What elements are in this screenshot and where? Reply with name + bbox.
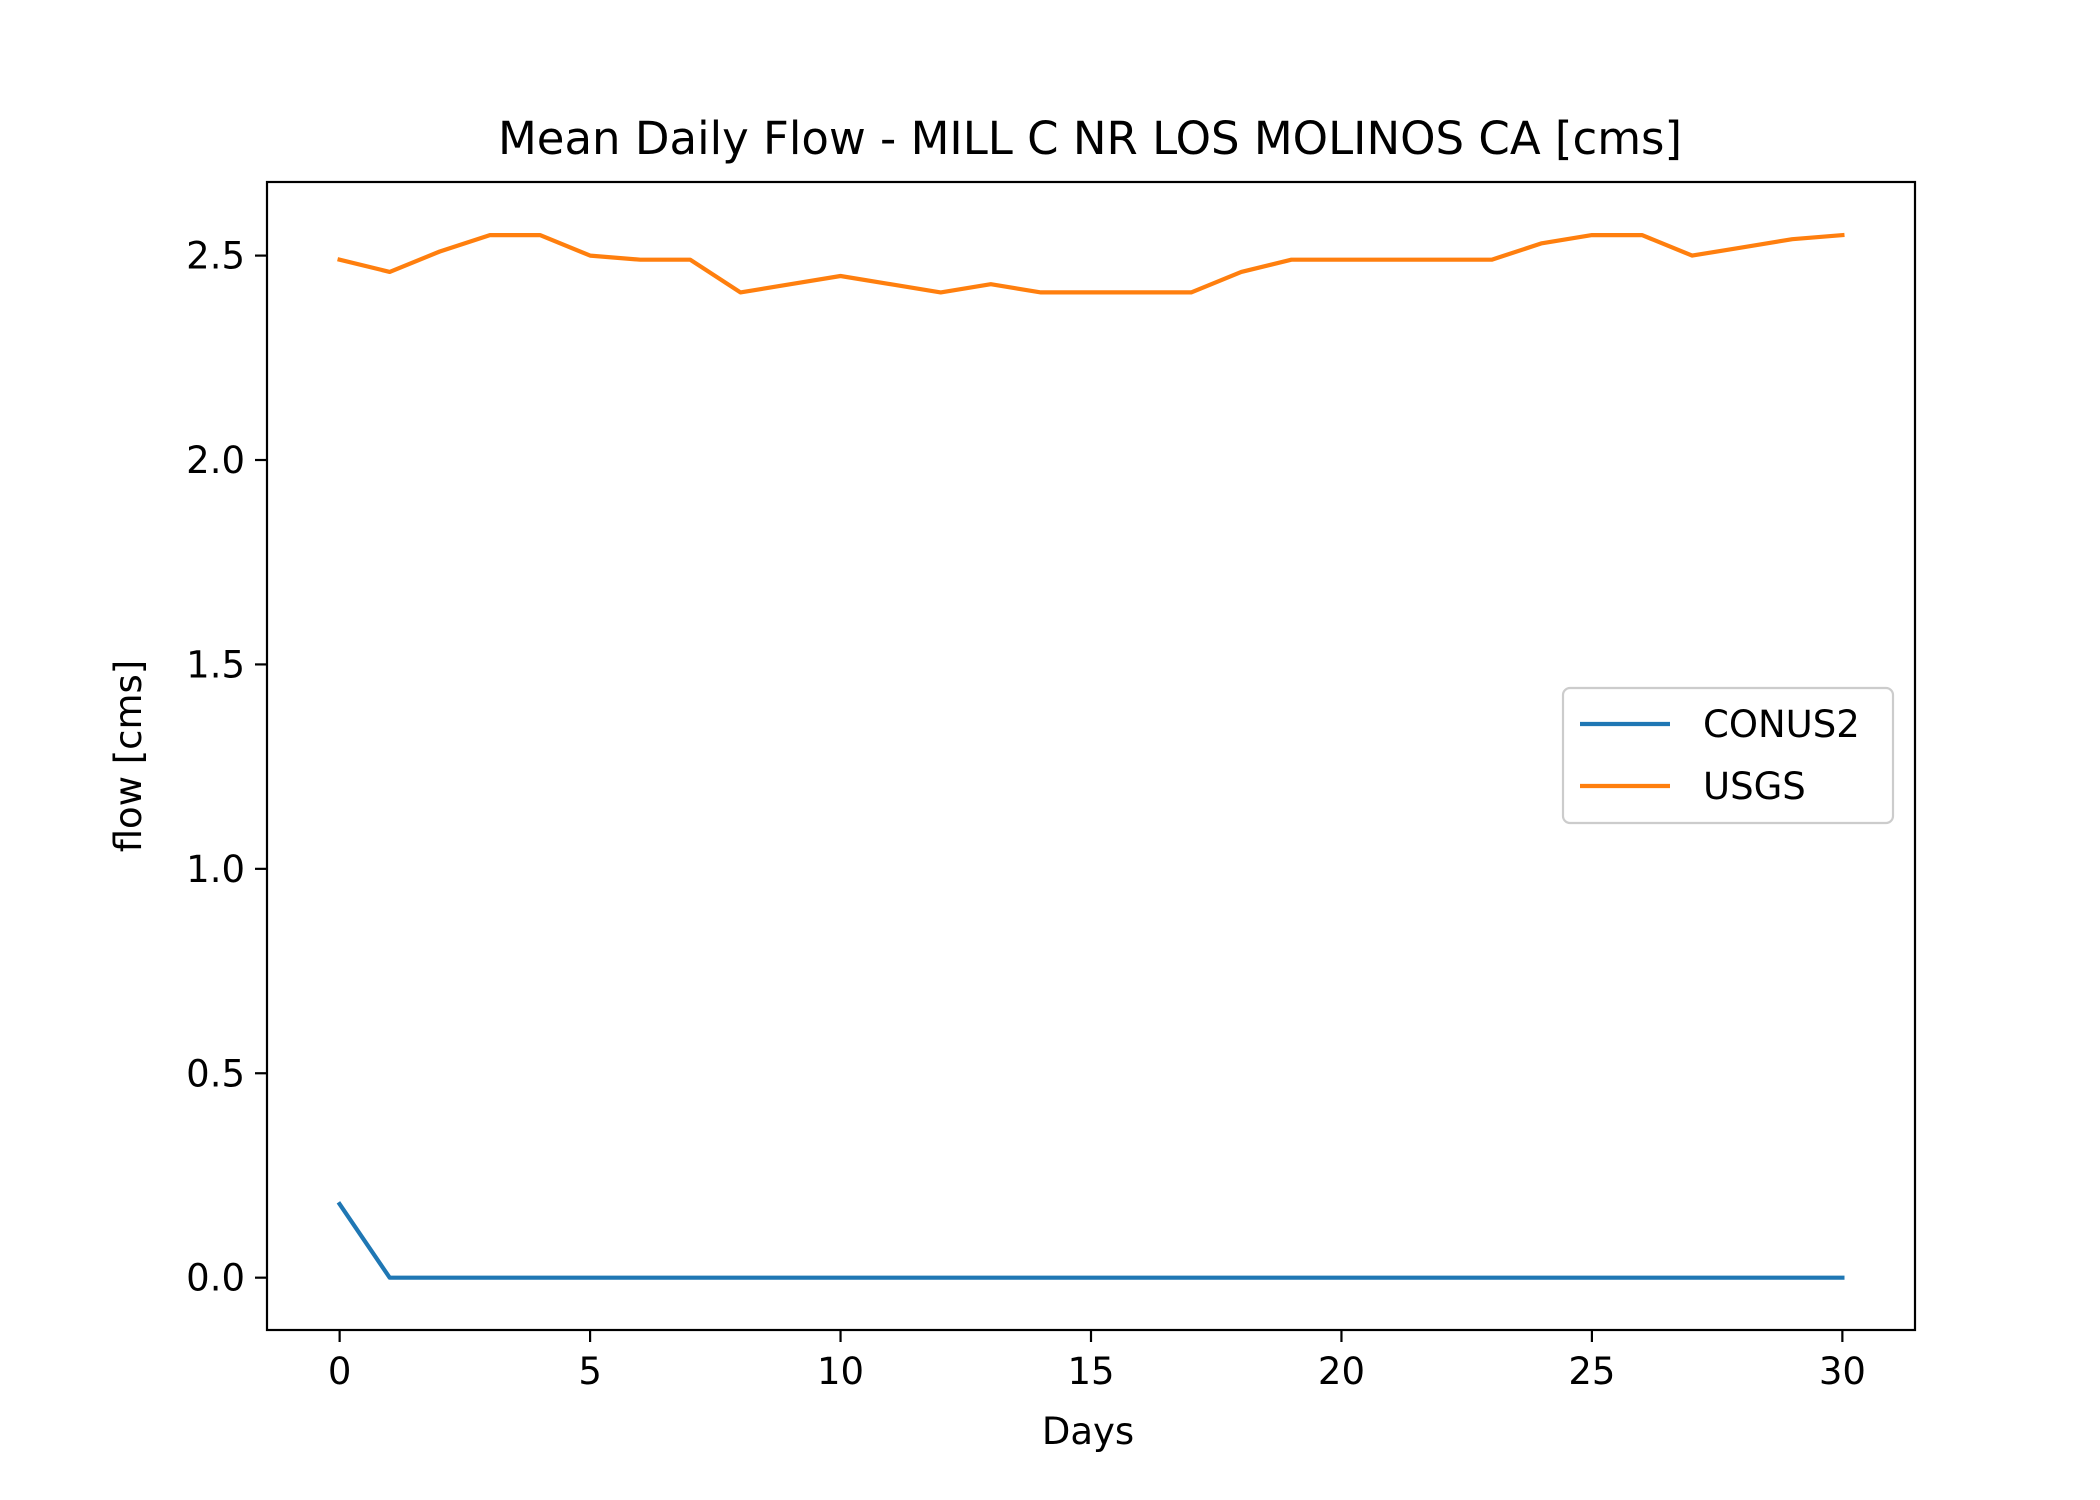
y-tick-label: 2.5 bbox=[186, 235, 245, 278]
y-tick-label: 1.0 bbox=[186, 848, 245, 891]
legend-entries: CONUS2 USGS bbox=[1580, 703, 1860, 808]
x-axis-label: Days bbox=[1042, 1410, 1134, 1453]
chart-title: Mean Daily Flow - MILL C NR LOS MOLINOS … bbox=[498, 112, 1682, 165]
legend-label-conus2: CONUS2 bbox=[1703, 703, 1860, 746]
y-tick-label: 0.5 bbox=[186, 1052, 245, 1095]
x-tick-label: 30 bbox=[1819, 1350, 1866, 1393]
y-tick-label: 2.0 bbox=[186, 439, 245, 482]
x-tick-label: 0 bbox=[328, 1350, 352, 1393]
x-tick-label: 15 bbox=[1067, 1350, 1114, 1393]
series-layer bbox=[336, 232, 1845, 1280]
x-tick-label: 20 bbox=[1318, 1350, 1365, 1393]
y-tick-label: 0.0 bbox=[186, 1257, 245, 1300]
series-line-conus2 bbox=[336, 1201, 1845, 1280]
y-axis-label: flow [cms] bbox=[107, 660, 150, 853]
legend: CONUS2 USGS bbox=[1561, 686, 1895, 825]
x-axis-ticks: 0 5 10 15 20 25 30 bbox=[328, 1330, 1866, 1393]
series-line-usgs bbox=[337, 232, 1845, 295]
y-tick-label: 1.5 bbox=[186, 643, 245, 686]
y-axis-ticks: 0.0 0.5 1.0 1.5 2.0 2.5 bbox=[186, 235, 267, 1300]
legend-label-usgs: USGS bbox=[1703, 765, 1806, 808]
x-tick-label: 5 bbox=[578, 1350, 602, 1393]
plot-area: 0 5 10 15 20 25 30 0.0 0.5 1.0 1.5 2.0 2.5 bbox=[186, 180, 1917, 1393]
legend-box bbox=[1561, 686, 1895, 825]
x-tick-label: 25 bbox=[1568, 1350, 1615, 1393]
x-tick-label: 10 bbox=[817, 1350, 864, 1393]
